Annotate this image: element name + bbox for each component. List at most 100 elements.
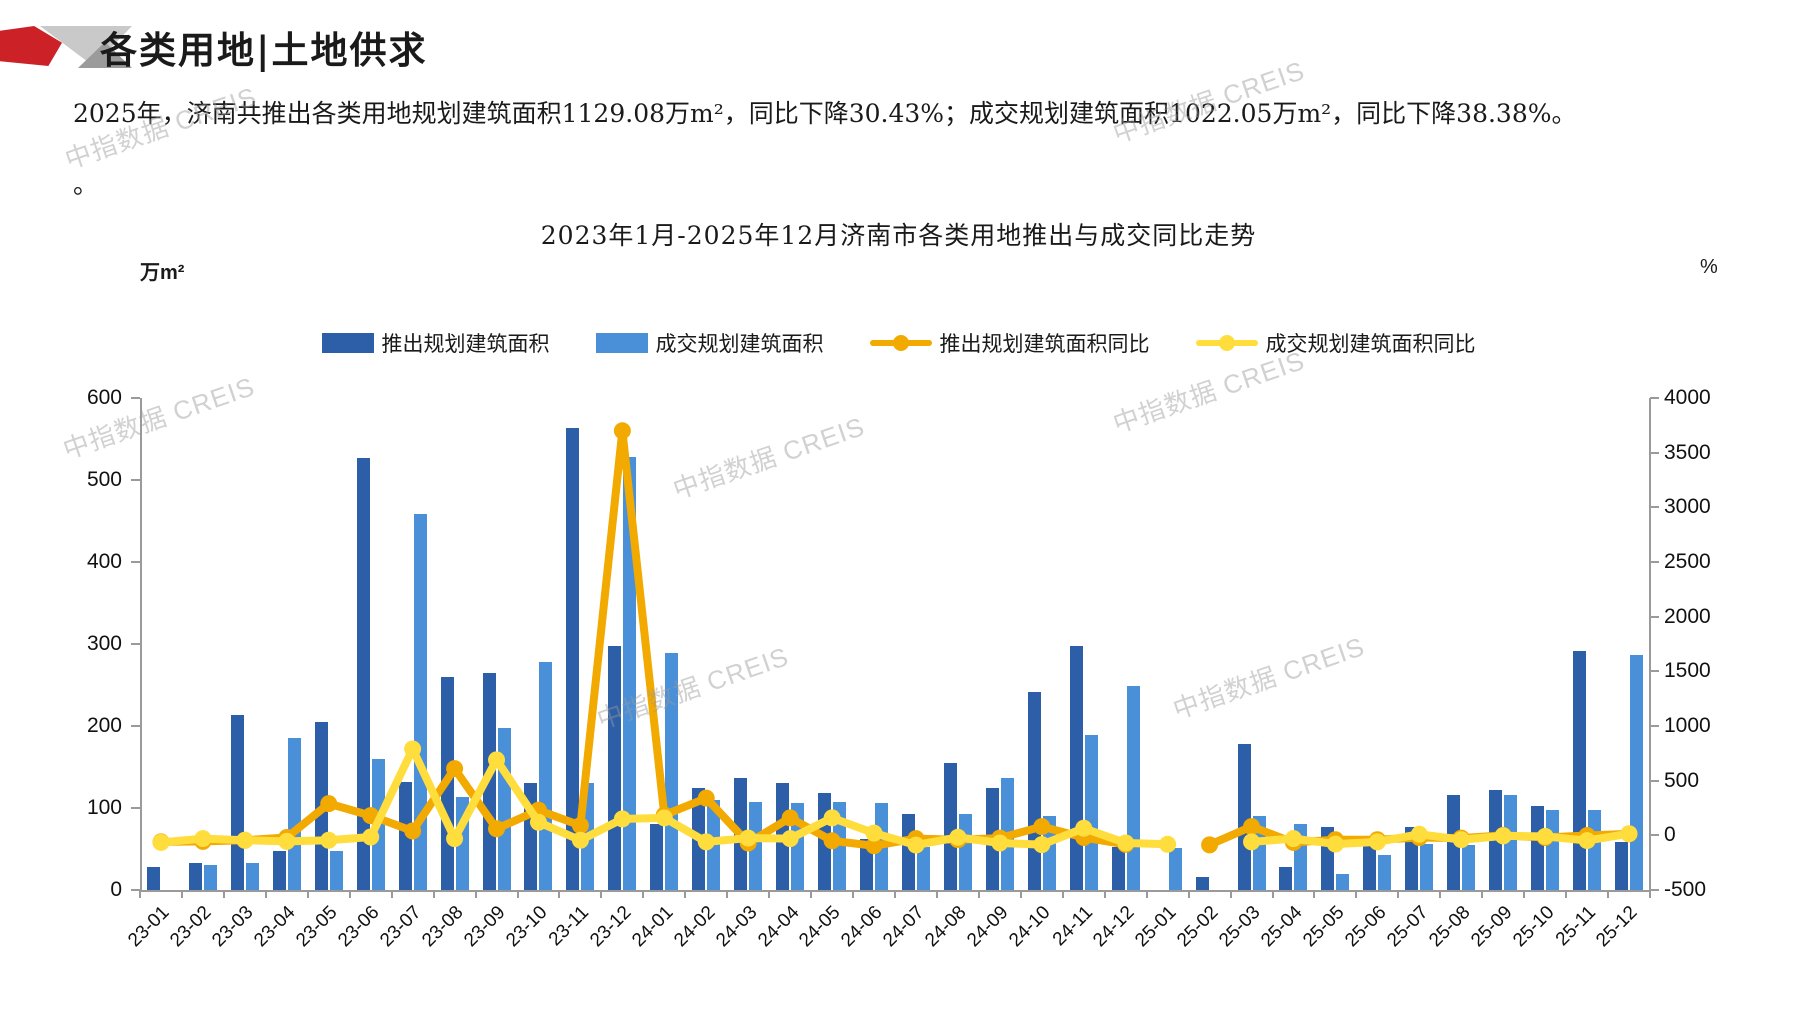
x-axis-tick bbox=[810, 890, 813, 898]
deal-yoy-point-23-10 bbox=[529, 813, 547, 831]
deal-bar bbox=[665, 653, 679, 890]
right-axis-tick-label: 0 bbox=[1664, 823, 1676, 847]
x-axis-tick bbox=[1229, 890, 1232, 898]
x-axis-label-24-11: 24-11 bbox=[1048, 902, 1097, 951]
x-axis-label-24-07: 24-07 bbox=[879, 902, 929, 952]
deal-bar bbox=[1084, 735, 1098, 890]
supply-bar bbox=[146, 867, 160, 890]
x-axis-tick bbox=[1271, 890, 1274, 898]
supply-bar bbox=[398, 781, 412, 890]
x-axis-label-23-09: 23-09 bbox=[460, 902, 510, 952]
deal-yoy-point-23-03 bbox=[236, 831, 254, 849]
legend-bar-swatch bbox=[595, 333, 648, 353]
left-axis-tick-label: 300 bbox=[86, 632, 122, 655]
x-axis-label-24-08: 24-08 bbox=[921, 902, 971, 952]
left-axis-tick bbox=[131, 643, 140, 645]
x-axis-label-23-01: 23-01 bbox=[124, 902, 174, 952]
supply-bar bbox=[650, 824, 664, 890]
x-axis-tick bbox=[852, 890, 855, 898]
supply-bar bbox=[1237, 744, 1251, 890]
left-axis-tick-label: 400 bbox=[86, 550, 122, 573]
left-axis-tick bbox=[131, 889, 140, 891]
deal-bar bbox=[1378, 854, 1392, 890]
deal-bar bbox=[1420, 844, 1434, 890]
x-axis-label-24-09: 24-09 bbox=[963, 902, 1013, 952]
y-axis-left-line bbox=[140, 398, 142, 892]
x-axis-label-25-03: 25-03 bbox=[1215, 902, 1265, 952]
supply-yoy-point-24-05 bbox=[823, 832, 841, 850]
deal-yoy-point-23-09 bbox=[488, 751, 506, 769]
left-axis-tick-label: 100 bbox=[86, 796, 122, 819]
x-axis-label-25-11: 25-11 bbox=[1551, 902, 1600, 951]
right-axis-unit-label: % bbox=[1700, 256, 1718, 278]
deal-yoy-point-25-06 bbox=[1368, 833, 1386, 851]
legend-item: 成交规划建筑面积同比 bbox=[1195, 328, 1476, 358]
x-axis-label-23-11: 23-11 bbox=[545, 902, 594, 951]
deal-yoy-point-23-02 bbox=[194, 830, 212, 848]
deal-yoy-point-24-05 bbox=[823, 809, 841, 827]
x-axis-label-23-05: 23-05 bbox=[292, 902, 342, 952]
x-axis-label-25-12: 25-12 bbox=[1592, 902, 1642, 952]
legend-line-dot bbox=[892, 335, 909, 351]
deal-yoy-point-25-09 bbox=[1494, 827, 1512, 845]
supply-yoy-point-23-08 bbox=[446, 760, 464, 778]
creis-logo bbox=[0, 24, 132, 68]
deal-yoy-point-25-12 bbox=[1620, 825, 1638, 843]
supply-bar bbox=[1111, 847, 1125, 890]
right-axis-tick bbox=[1650, 834, 1659, 837]
right-axis-tick-label: 2000 bbox=[1664, 604, 1711, 628]
x-axis-tick bbox=[306, 890, 309, 898]
x-axis-label-23-03: 23-03 bbox=[208, 902, 258, 952]
deal-yoy-point-24-02 bbox=[697, 833, 715, 851]
legend-line-marker bbox=[1195, 333, 1258, 353]
deal-yoy-point-25-05 bbox=[1326, 835, 1344, 853]
x-axis-tick bbox=[1019, 890, 1022, 898]
x-axis-tick bbox=[894, 890, 896, 898]
left-axis-tick bbox=[131, 479, 140, 481]
yoy-lines-layer bbox=[152, 422, 1638, 855]
legend-line-marker bbox=[869, 333, 932, 353]
x-axis-tick bbox=[1397, 890, 1400, 898]
deal-yoy-point-23-04 bbox=[278, 832, 296, 850]
x-axis-label-23-06: 23-06 bbox=[334, 902, 384, 952]
right-axis-tick bbox=[1650, 615, 1659, 618]
left-axis-unit-label: 万m² bbox=[140, 262, 185, 284]
supply-yoy-line bbox=[156, 426, 1130, 850]
deal-yoy-point-24-01 bbox=[655, 809, 673, 827]
right-axis-tick-label: 3000 bbox=[1664, 495, 1711, 519]
deal-yoy-point-25-07 bbox=[1410, 825, 1428, 843]
x-axis-tick bbox=[1103, 890, 1106, 898]
x-axis-label-24-12: 24-12 bbox=[1089, 902, 1139, 952]
right-axis-tick-label: 3500 bbox=[1664, 440, 1711, 464]
chart-legend: 推出规划建筑面积 成交规划建筑面积 推出规划建筑面积同比 成交规划建筑面积同比 bbox=[0, 328, 1797, 358]
x-axis-tick bbox=[1607, 890, 1610, 898]
deal-yoy-point-23-11 bbox=[571, 831, 589, 849]
deal-yoy-point-23-05 bbox=[320, 831, 338, 849]
right-axis-tick-label: 4000 bbox=[1664, 386, 1711, 409]
left-axis-tick bbox=[131, 725, 140, 727]
supply-yoy-point-23-07 bbox=[404, 822, 422, 840]
right-axis-tick bbox=[1650, 397, 1659, 399]
deal-yoy-point-25-11 bbox=[1578, 832, 1596, 850]
x-axis-tick bbox=[1523, 890, 1526, 898]
supply-bar bbox=[272, 851, 286, 890]
x-axis-tick bbox=[1145, 890, 1148, 898]
supply-yoy-point-23-05 bbox=[320, 795, 338, 813]
right-axis-tick bbox=[1650, 889, 1659, 891]
legend-label: 推出规划建筑面积同比 bbox=[939, 332, 1150, 356]
x-axis-tick bbox=[139, 890, 141, 898]
supply-bar bbox=[356, 457, 370, 890]
x-axis-label-25-01: 25-01 bbox=[1131, 902, 1181, 952]
x-axis-label-24-06: 24-06 bbox=[837, 902, 887, 952]
x-axis-label-25-06: 25-06 bbox=[1341, 902, 1391, 952]
x-axis-label-23-10: 23-10 bbox=[502, 902, 552, 952]
deal-yoy-point-24-06 bbox=[865, 824, 883, 842]
x-axis-label-23-04: 23-04 bbox=[250, 902, 300, 952]
supply-yoy-point-25-02 bbox=[1201, 836, 1219, 854]
supply-bar bbox=[1279, 867, 1293, 890]
x-axis-label-23-12: 23-12 bbox=[586, 902, 636, 952]
x-axis-tick bbox=[726, 890, 729, 898]
left-axis-tick bbox=[131, 807, 140, 809]
deal-yoy-point-23-07 bbox=[404, 740, 422, 758]
deal-yoy-point-24-03 bbox=[739, 829, 757, 847]
